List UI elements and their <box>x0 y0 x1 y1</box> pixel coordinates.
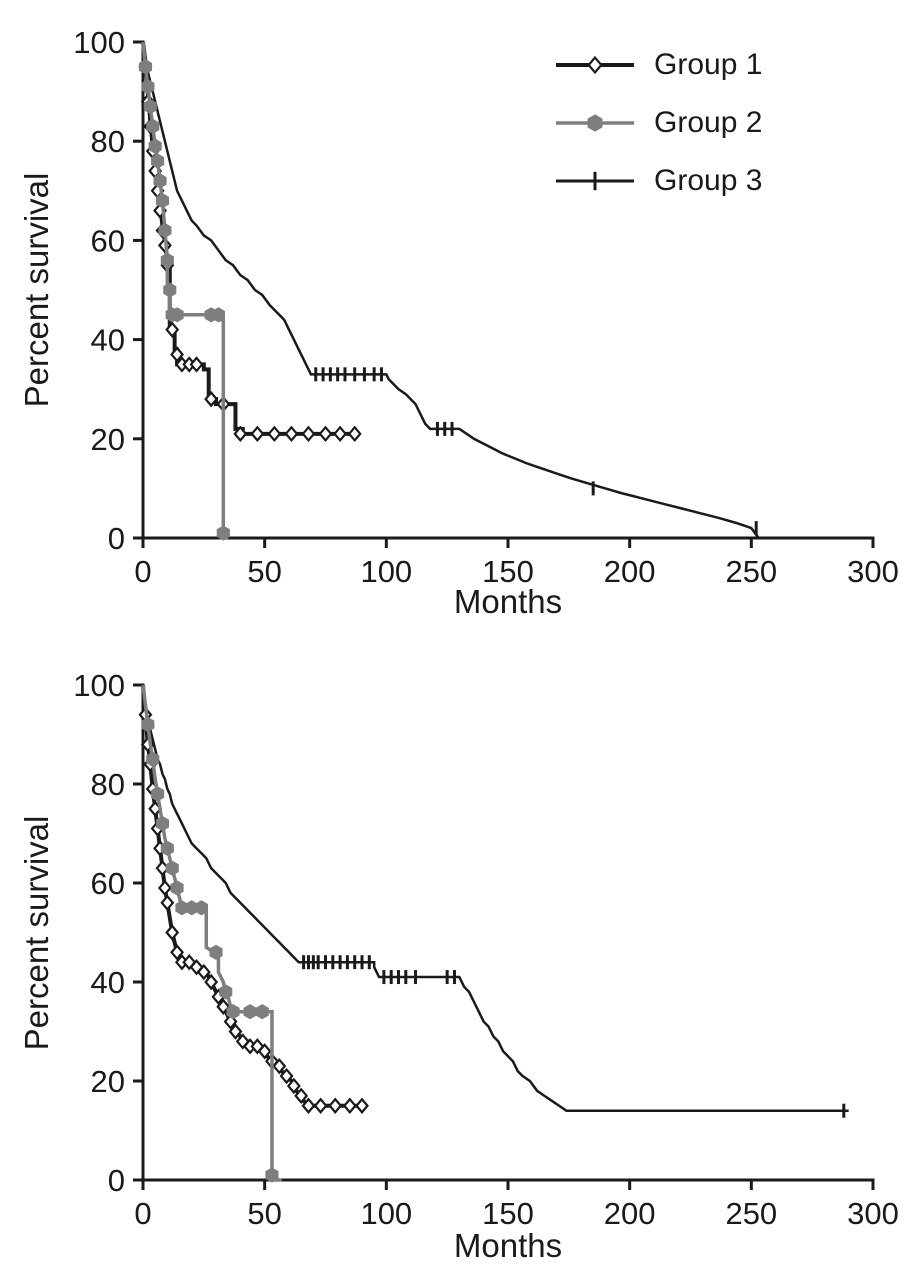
legend-marker-group2-icon <box>556 114 634 132</box>
svg-text:100: 100 <box>73 25 125 60</box>
x-axis-label-top: Months <box>453 583 563 620</box>
chart-canvas-bottom: 0 50 100 150 200 250 300 0 20 40 60 80 100 <box>73 668 899 1231</box>
svg-text:0: 0 <box>134 1196 151 1231</box>
legend-label-group3: Group 3 <box>654 164 763 197</box>
svg-text:40: 40 <box>91 965 125 1000</box>
svg-text:100: 100 <box>360 554 412 589</box>
y-axis-label-top: Percent survival <box>18 172 55 408</box>
x-axis-label-bottom: Months <box>453 1227 563 1264</box>
legend-entry-group1: Group 1 <box>552 48 762 82</box>
svg-text:80: 80 <box>91 124 125 159</box>
svg-text:100: 100 <box>73 668 125 703</box>
y-axis-label-bottom: Percent survival <box>18 815 55 1051</box>
legend-label-group2: Group 2 <box>654 106 763 139</box>
svg-text:150: 150 <box>482 1196 534 1231</box>
survival-chart-bottom: 0 50 100 150 200 250 300 0 20 40 60 80 100 Percent s… <box>0 630 910 1280</box>
svg-text:60: 60 <box>91 866 125 901</box>
svg-text:50: 50 <box>247 1196 281 1231</box>
svg-text:300: 300 <box>847 1196 899 1231</box>
svg-text:300: 300 <box>847 554 899 589</box>
svg-text:60: 60 <box>91 223 125 258</box>
svg-text:0: 0 <box>108 521 125 556</box>
svg-text:0: 0 <box>108 1163 125 1198</box>
svg-text:40: 40 <box>91 323 125 358</box>
svg-text:200: 200 <box>604 1196 656 1231</box>
svg-text:20: 20 <box>91 1064 125 1099</box>
svg-text:150: 150 <box>482 554 534 589</box>
legend-entry-group2: Group 2 <box>552 106 762 140</box>
svg-text:50: 50 <box>247 554 281 589</box>
svg-text:250: 250 <box>725 554 777 589</box>
svg-text:250: 250 <box>725 1196 777 1231</box>
legend-marker-group3-icon <box>556 171 634 191</box>
svg-text:20: 20 <box>91 422 125 457</box>
chart-canvas-top: 0 50 100 150 200 250 300 0 20 40 60 80 100 <box>73 25 899 589</box>
legend-label-group1: Group 1 <box>654 48 763 81</box>
survival-chart-top: 0 50 100 150 200 250 300 0 20 40 60 80 100 Percent s… <box>0 0 910 630</box>
chart-legend: Group 1 Group 2 Group 3 <box>552 48 762 222</box>
svg-text:80: 80 <box>91 767 125 802</box>
svg-text:200: 200 <box>604 554 656 589</box>
svg-text:100: 100 <box>360 1196 412 1231</box>
svg-text:0: 0 <box>134 554 151 589</box>
legend-entry-group3: Group 3 <box>552 164 762 198</box>
legend-marker-group1-icon <box>556 55 634 75</box>
